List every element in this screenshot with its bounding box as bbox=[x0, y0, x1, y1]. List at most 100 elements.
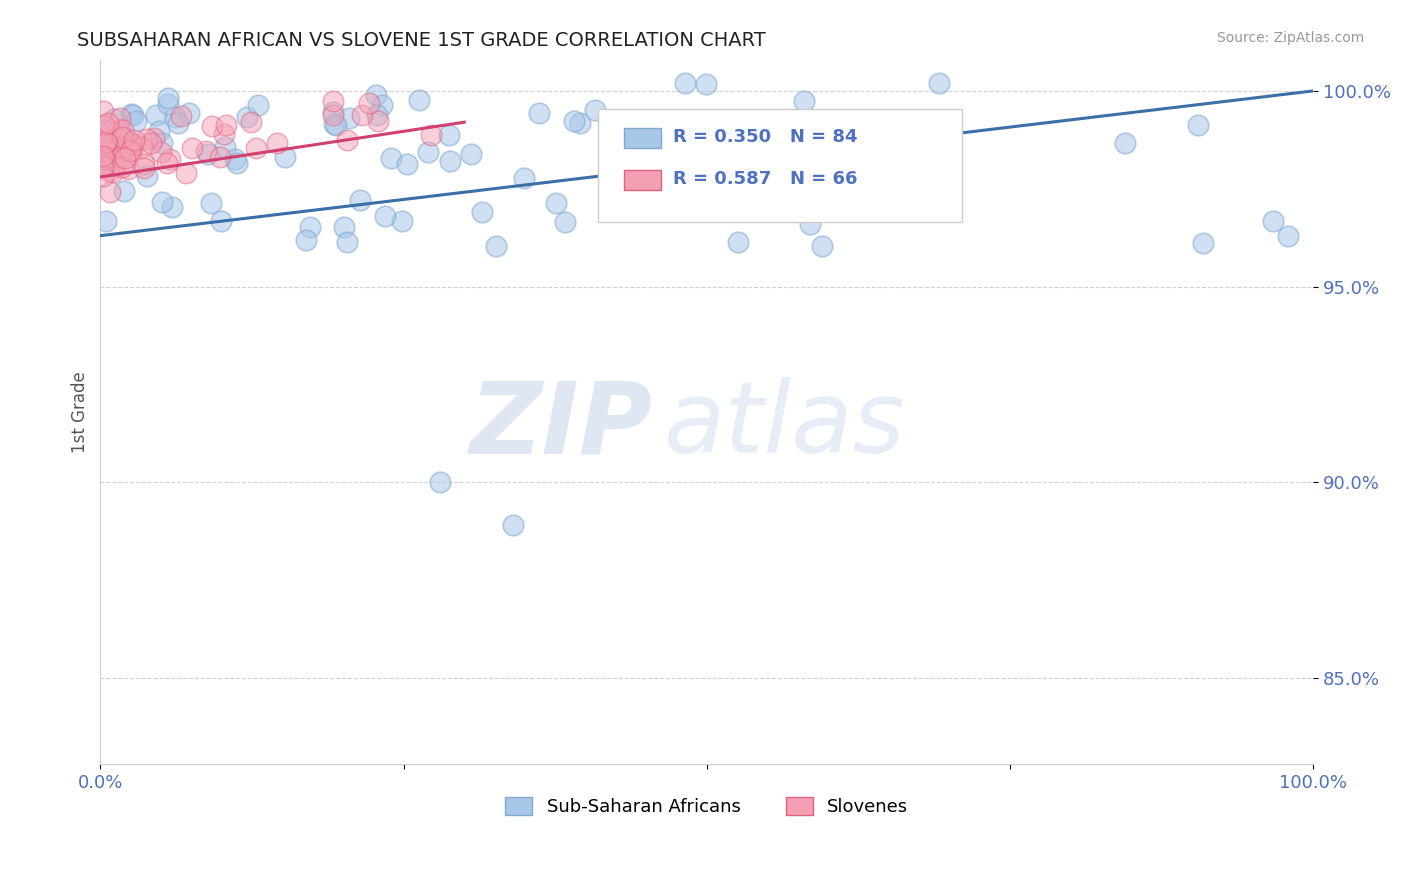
Point bbox=[91, 143, 114, 157]
Point bbox=[364, 87, 387, 102]
Point bbox=[569, 116, 592, 130]
Point bbox=[240, 115, 263, 129]
Point bbox=[93, 118, 115, 132]
Point bbox=[179, 106, 201, 120]
Point bbox=[512, 171, 534, 186]
Point bbox=[150, 136, 173, 151]
Point bbox=[471, 205, 494, 219]
Point bbox=[156, 91, 179, 105]
Point bbox=[96, 160, 118, 174]
Point bbox=[200, 196, 222, 211]
Point bbox=[1114, 136, 1136, 151]
Point bbox=[648, 204, 671, 219]
Point bbox=[150, 145, 173, 160]
Point bbox=[97, 136, 120, 151]
Point bbox=[108, 138, 131, 153]
Point bbox=[150, 194, 173, 209]
Point bbox=[439, 154, 461, 169]
Point bbox=[349, 193, 371, 207]
Point bbox=[416, 145, 439, 160]
Point bbox=[132, 161, 155, 175]
Point bbox=[104, 131, 127, 145]
Point bbox=[693, 197, 716, 211]
Text: Source: ZipAtlas.com: Source: ZipAtlas.com bbox=[1216, 31, 1364, 45]
Point bbox=[108, 112, 131, 126]
Point bbox=[336, 133, 359, 147]
Point bbox=[100, 123, 122, 137]
Point bbox=[273, 150, 295, 164]
Point bbox=[212, 128, 235, 142]
Text: atlas: atlas bbox=[665, 377, 905, 475]
Point bbox=[727, 235, 749, 249]
Point bbox=[166, 116, 188, 130]
Point bbox=[298, 219, 321, 234]
Point bbox=[337, 111, 360, 125]
Point bbox=[810, 238, 832, 252]
Point bbox=[562, 114, 585, 128]
Point bbox=[162, 201, 184, 215]
Point bbox=[695, 77, 717, 91]
Point bbox=[98, 185, 121, 199]
Point bbox=[122, 138, 145, 153]
Point bbox=[117, 162, 139, 177]
Point bbox=[104, 158, 127, 172]
Point bbox=[103, 153, 125, 168]
Point bbox=[322, 117, 344, 131]
Point bbox=[208, 150, 231, 164]
Point bbox=[322, 108, 344, 122]
Point bbox=[169, 109, 191, 123]
Point bbox=[359, 95, 381, 110]
Point bbox=[91, 149, 114, 163]
Point bbox=[156, 97, 179, 112]
Point bbox=[91, 169, 114, 183]
Point bbox=[122, 136, 145, 151]
Point bbox=[1263, 214, 1285, 228]
Y-axis label: 1st Grade: 1st Grade bbox=[72, 371, 89, 452]
Point bbox=[91, 159, 114, 173]
Point bbox=[121, 136, 143, 150]
Point bbox=[139, 136, 162, 150]
Point bbox=[554, 214, 576, 228]
Point bbox=[876, 160, 898, 174]
Point bbox=[195, 144, 218, 158]
Point bbox=[673, 76, 696, 90]
Bar bbox=[624, 170, 661, 190]
Point bbox=[1277, 229, 1299, 244]
Point bbox=[437, 128, 460, 142]
Point bbox=[266, 136, 288, 150]
Point bbox=[325, 118, 347, 132]
Point bbox=[103, 145, 125, 160]
Text: R = 0.587   N = 66: R = 0.587 N = 66 bbox=[673, 170, 858, 188]
Point bbox=[180, 141, 202, 155]
Point bbox=[165, 110, 187, 124]
Point bbox=[333, 220, 356, 235]
Point bbox=[159, 152, 181, 166]
Point bbox=[103, 112, 125, 126]
Point bbox=[91, 104, 114, 119]
Point bbox=[911, 182, 934, 196]
Point bbox=[122, 133, 145, 147]
Point bbox=[114, 151, 136, 165]
Point bbox=[135, 132, 157, 146]
Point bbox=[101, 165, 124, 179]
Point bbox=[799, 217, 821, 231]
Point bbox=[96, 135, 118, 149]
Point bbox=[93, 153, 115, 167]
Point bbox=[602, 137, 624, 152]
Point bbox=[97, 116, 120, 130]
Point bbox=[108, 121, 131, 136]
Point bbox=[380, 151, 402, 165]
Point bbox=[214, 140, 236, 154]
Point bbox=[201, 120, 224, 134]
Point bbox=[94, 136, 117, 151]
Point bbox=[120, 107, 142, 121]
Point bbox=[148, 124, 170, 138]
Point bbox=[120, 144, 142, 158]
Text: ZIP: ZIP bbox=[470, 377, 652, 475]
Point bbox=[245, 141, 267, 155]
Bar bbox=[624, 128, 661, 148]
Point bbox=[460, 147, 482, 161]
Point bbox=[135, 169, 157, 183]
Point bbox=[91, 145, 114, 160]
Point bbox=[824, 198, 846, 212]
